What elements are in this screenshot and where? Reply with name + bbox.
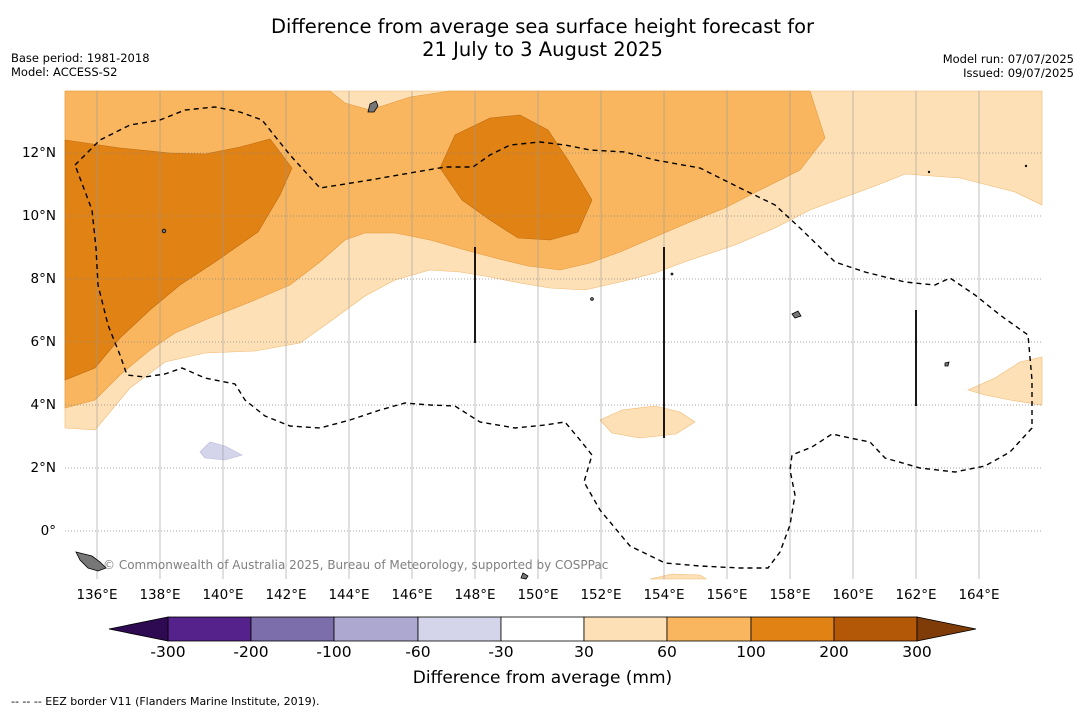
lat-label: 8°N xyxy=(30,271,56,287)
colorbar-tick-label: 30 xyxy=(574,643,594,661)
colorbar-tick-label: 300 xyxy=(902,643,932,661)
map-title-line-1: Difference from average sea surface heig… xyxy=(270,15,815,38)
islands xyxy=(75,100,1028,580)
lat-label: 4°N xyxy=(30,397,56,413)
issued-label: Issued: 09/07/2025 xyxy=(963,66,1074,80)
colorbar-swatch xyxy=(250,616,335,642)
anomaly-patch-south xyxy=(599,405,696,439)
anomaly-patch-east xyxy=(967,356,1043,406)
lon-label: 148°E xyxy=(454,587,496,603)
colorbar-tick-label: 100 xyxy=(736,643,766,661)
islet-3 xyxy=(670,272,674,276)
map-title-line-2: 21 July to 3 August 2025 xyxy=(422,38,663,61)
colorbar-tick-label: -30 xyxy=(488,643,514,661)
colorbar-swatch xyxy=(666,616,752,642)
lon-label: 158°E xyxy=(769,587,811,603)
anomaly-band-100-200-central xyxy=(439,114,593,241)
colorbar-arrow-low xyxy=(108,616,169,642)
colorbar-swatch xyxy=(750,616,835,642)
lon-label: 144°E xyxy=(328,587,370,603)
model-label: Model: ACCESS-S2 xyxy=(11,65,118,79)
lat-label: 2°N xyxy=(30,460,56,476)
lat-label: 0° xyxy=(40,523,56,539)
islet-1 xyxy=(161,228,167,234)
lon-label: 142°E xyxy=(265,587,307,603)
colorbar-tick-label: -200 xyxy=(233,643,269,661)
island-kosrae xyxy=(944,361,950,367)
colorbar-swatch xyxy=(417,616,502,642)
lon-label: 156°E xyxy=(706,587,748,603)
islet-5 xyxy=(1024,164,1028,168)
lon-label: 140°E xyxy=(202,587,244,603)
lon-label: 136°E xyxy=(76,587,118,603)
colorbar-arrow-high xyxy=(916,616,977,642)
copyright-watermark: © Commonwealth of Australia 2025, Bureau… xyxy=(103,558,609,572)
islet-2 xyxy=(590,297,594,301)
lon-label: 162°E xyxy=(895,587,937,603)
base-period-label: Base period: 1981-2018 xyxy=(11,51,150,65)
colorbar-swatch xyxy=(583,616,668,642)
colorbar-swatch xyxy=(167,616,252,642)
colorbar-tick-label: -300 xyxy=(150,643,186,661)
island-new-guinea-tip xyxy=(75,551,107,572)
lon-label: 154°E xyxy=(643,587,685,603)
lon-label: 150°E xyxy=(517,587,559,603)
colorbar-swatch xyxy=(500,616,585,642)
colorbar-swatch xyxy=(333,616,419,642)
lat-label: 6°N xyxy=(30,334,56,350)
lon-label: 146°E xyxy=(391,587,433,603)
colorbar-tick-label: -60 xyxy=(405,643,431,661)
island-pohnpei xyxy=(791,310,802,319)
negative-anomaly-patch xyxy=(199,441,243,461)
eez-boundary-line xyxy=(74,106,1033,569)
lon-label: 138°E xyxy=(139,587,181,603)
lon-label: 152°E xyxy=(580,587,622,603)
eez-legend-footnote: -- -- -- EEZ border V11 (Flanders Marine… xyxy=(11,695,320,708)
anomaly-band-100-200-west xyxy=(64,138,293,381)
island-guam-area xyxy=(367,100,379,113)
colorbar-tick-label: 60 xyxy=(657,643,677,661)
colorbar-tick-label: 200 xyxy=(819,643,849,661)
model-run-label: Model run: 07/07/2025 xyxy=(942,52,1074,66)
colorbar-tick-label: -100 xyxy=(316,643,352,661)
colorbar-title: Difference from average (mm) xyxy=(412,668,673,688)
islet-4 xyxy=(927,170,931,174)
colorbar-swatch xyxy=(833,616,918,642)
lon-label: 160°E xyxy=(832,587,874,603)
lat-label: 12°N xyxy=(21,145,56,161)
island-small-south xyxy=(520,572,529,580)
lon-label: 164°E xyxy=(958,587,1000,603)
lat-label: 10°N xyxy=(21,208,56,224)
